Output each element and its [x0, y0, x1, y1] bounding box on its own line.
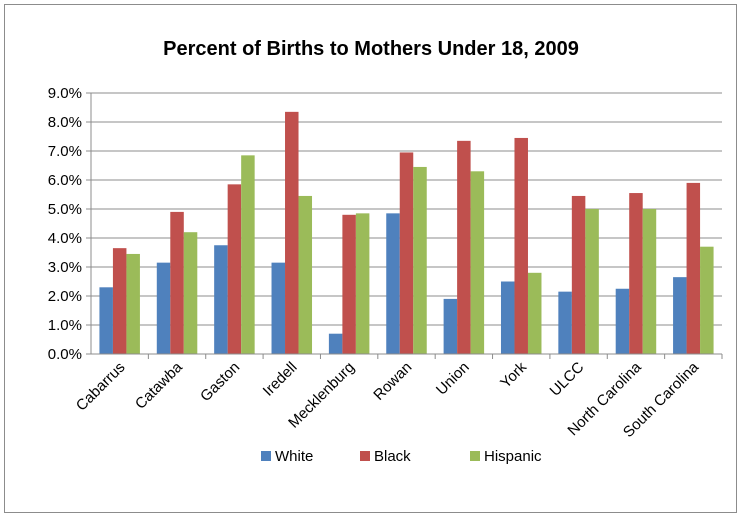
bar-hispanic: [700, 246, 714, 354]
y-tick-label: 6.0%: [48, 172, 82, 189]
y-tick-label: 9.0%: [48, 85, 82, 102]
y-axis-ticks: 0.0% 1.0% 2.0% 3.0% 4.0% 5.0% 6.0% 7.0% 8.0% 9.0%: [48, 85, 82, 363]
y-tick-label: 5.0%: [48, 201, 82, 218]
bar-hispanic: [183, 232, 198, 354]
bar-black: [285, 111, 299, 354]
legend-label-white: White: [275, 448, 313, 465]
x-tick-label: Union: [433, 359, 473, 399]
bar-hispanic: [470, 171, 485, 354]
bar-black: [514, 137, 528, 354]
bar-black: [112, 248, 127, 354]
x-tick-label: Cabarrus: [73, 359, 129, 415]
x-tick-label: York: [497, 358, 530, 391]
bar-black: [571, 195, 586, 354]
bar-black: [457, 140, 471, 354]
legend-label-hispanic: Hispanic: [484, 448, 542, 465]
bar-hispanic: [527, 272, 542, 354]
bar-white: [443, 298, 458, 354]
legend: White Black Hispanic: [261, 448, 542, 465]
legend-swatch-white: [261, 451, 271, 461]
x-tick-label: Rowan: [370, 359, 415, 404]
bar-white: [500, 281, 515, 354]
bar-black: [170, 211, 184, 354]
axes: [90, 93, 723, 359]
legend-swatch-black: [360, 451, 370, 461]
y-tick-label: 3.0%: [48, 259, 82, 276]
x-tick-label: Gaston: [197, 359, 243, 405]
bar-hispanic: [585, 209, 599, 354]
bar-white: [558, 291, 572, 354]
bar-white: [328, 333, 343, 354]
y-tick-label: 2.0%: [48, 288, 82, 305]
bar-hispanic: [642, 209, 657, 354]
bar-black: [342, 214, 356, 354]
x-tick-label: Catawba: [132, 358, 186, 412]
bar-white: [615, 288, 630, 354]
chart-svg: Percent of Births to Mothers Under 18, 2…: [48, 38, 723, 465]
bar-white: [673, 277, 687, 354]
bar-black: [227, 184, 242, 354]
y-tick-label: 1.0%: [48, 317, 82, 334]
bar-white: [99, 287, 113, 354]
y-tick-label: 8.0%: [48, 114, 82, 131]
bar-hispanic: [355, 213, 370, 354]
x-tick-label: ULCC: [547, 359, 588, 400]
bar-black: [629, 193, 643, 354]
legend-label-black: Black: [374, 448, 411, 465]
bar-black: [686, 182, 701, 354]
legend-swatch-hispanic: [470, 451, 480, 461]
y-tick-label: 4.0%: [48, 230, 82, 247]
y-tick-label: 7.0%: [48, 143, 82, 160]
bar-hispanic: [298, 195, 313, 354]
y-tick-label: 0.0%: [48, 346, 82, 363]
bar-hispanic: [126, 253, 140, 354]
chart-frame: Percent of Births to Mothers Under 18, 2…: [4, 4, 737, 513]
bar-hispanic: [413, 166, 427, 354]
bars: [99, 111, 714, 354]
bar-hispanic: [241, 155, 255, 354]
bar-white: [386, 213, 400, 354]
bar-white: [271, 262, 286, 354]
bar-black: [399, 152, 414, 354]
bar-white: [156, 262, 171, 354]
x-tick-label: Iredell: [260, 359, 301, 400]
chart-title: Percent of Births to Mothers Under 18, 2…: [163, 38, 579, 60]
bar-white: [214, 245, 228, 354]
